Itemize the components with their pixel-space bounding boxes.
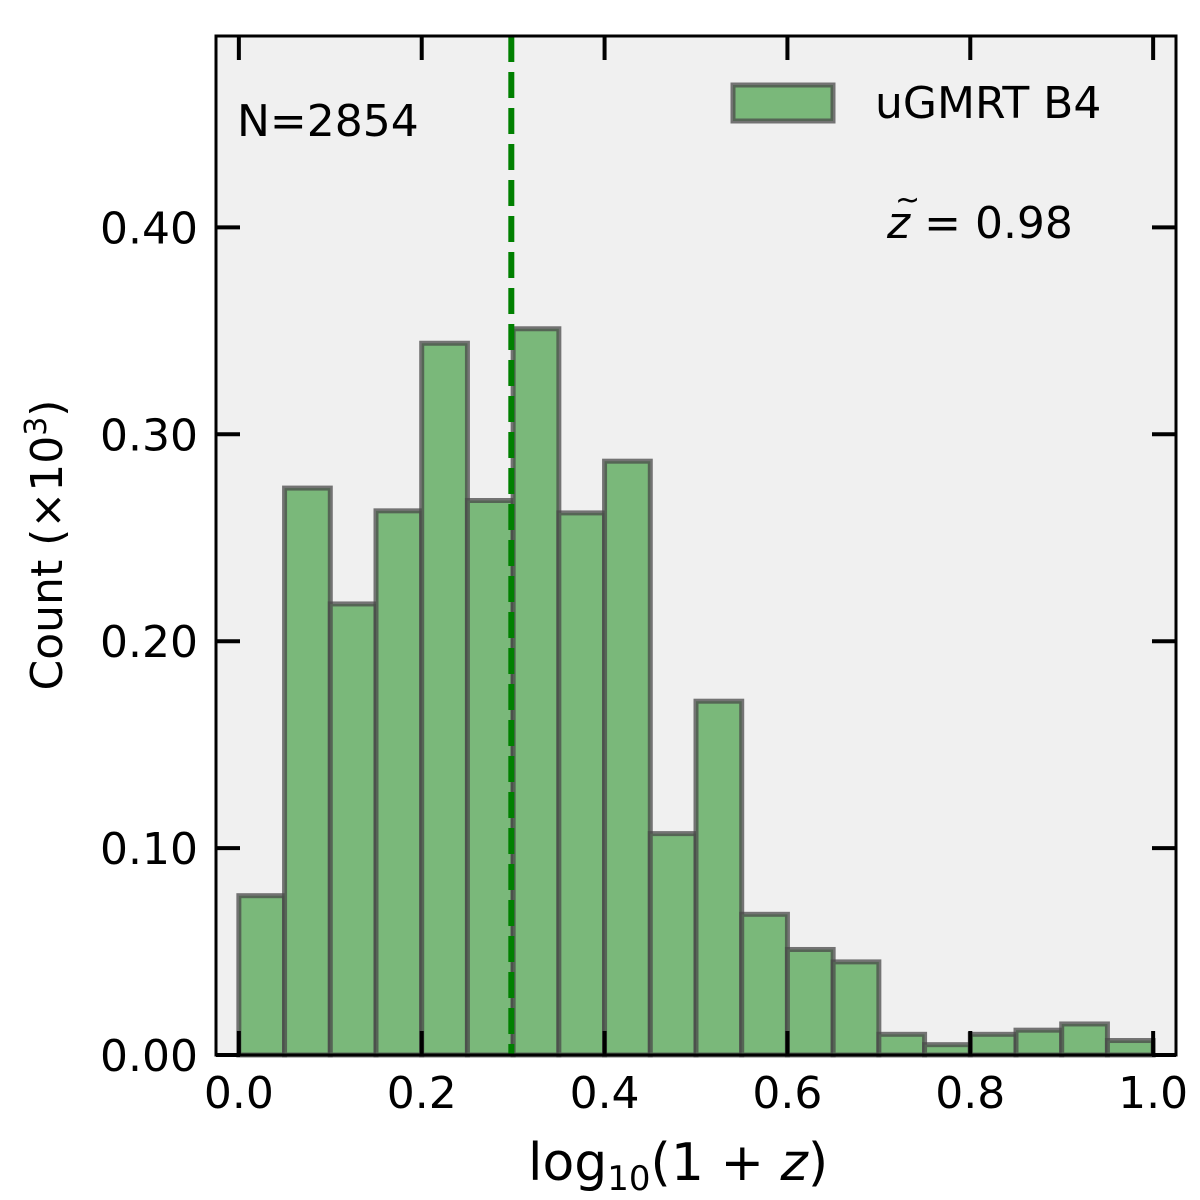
x-axis-label-log: log	[528, 1133, 607, 1193]
histogram-bar	[1013, 1027, 1065, 1058]
y-axis-label-close: )	[22, 400, 73, 417]
legend: uGMRT B4	[730, 78, 1101, 129]
x-tick-label: 1.0	[1118, 1068, 1188, 1119]
x-tick-label: 0.4	[570, 1068, 640, 1119]
histogram-bar	[830, 959, 882, 1058]
x-tick-label: 0.6	[752, 1068, 822, 1119]
y-tick-label: 0.30	[100, 410, 198, 461]
histogram-bar	[556, 510, 608, 1058]
histogram-bar	[373, 508, 425, 1058]
tick-labels-group: 0.0 0.2 0.4 0.6 0.8 1.0 0.00 0.10 0.20 0.30 0.40	[100, 203, 1188, 1119]
histogram-bar	[647, 831, 699, 1058]
bars-group	[236, 326, 1156, 1058]
x-axis-label-sub: 10	[607, 1159, 650, 1199]
histogram-bar	[510, 326, 562, 1058]
median-annotation: z = 0.98	[886, 198, 1073, 249]
median-annotation-var: z	[886, 198, 911, 249]
ticks-group	[216, 36, 1176, 1057]
y-tick-label: 0.40	[100, 203, 198, 254]
x-axis-label: log10(1 + z)	[528, 1133, 828, 1199]
x-axis-label-rest: (1 +	[651, 1133, 781, 1193]
histogram-bar	[419, 340, 470, 1058]
x-tick-label: 0.2	[387, 1068, 457, 1119]
y-tick-label: 0.20	[100, 617, 198, 668]
plot-frame	[214, 34, 1178, 1057]
legend-label: uGMRT B4	[875, 78, 1101, 129]
y-axis-label-text: Count (×10	[22, 436, 73, 691]
histogram-bar	[464, 497, 516, 1058]
histogram-bar	[236, 893, 288, 1058]
histogram-bar	[282, 485, 333, 1058]
x-axis-label-var: z	[780, 1133, 810, 1193]
y-axis-label-sup: 3	[19, 417, 54, 436]
x-axis-label-close: )	[808, 1133, 828, 1193]
histogram-bar	[739, 911, 790, 1058]
x-tick-label: 0.8	[935, 1068, 1005, 1119]
histogram-bar	[784, 946, 836, 1058]
histogram-bar	[602, 458, 653, 1058]
y-axis-label: Count (×103)	[19, 400, 73, 691]
y-tick-label: 0.10	[100, 824, 198, 875]
median-annotation-value: = 0.98	[910, 198, 1073, 249]
histogram-bar	[876, 1031, 928, 1058]
histogram-bar	[1059, 1021, 1110, 1058]
y-tick-label: 0.00	[100, 1031, 198, 1082]
histogram-bar	[693, 698, 745, 1058]
legend-swatch	[730, 82, 836, 124]
median-tilde: ~	[895, 183, 920, 218]
histogram-bar	[967, 1031, 1019, 1058]
count-annotation: N=2854	[237, 96, 419, 147]
x-tick-label: 0.0	[204, 1068, 274, 1119]
histogram-bar	[1104, 1038, 1156, 1058]
histogram-bar	[327, 601, 379, 1058]
histogram-bar	[922, 1042, 973, 1058]
